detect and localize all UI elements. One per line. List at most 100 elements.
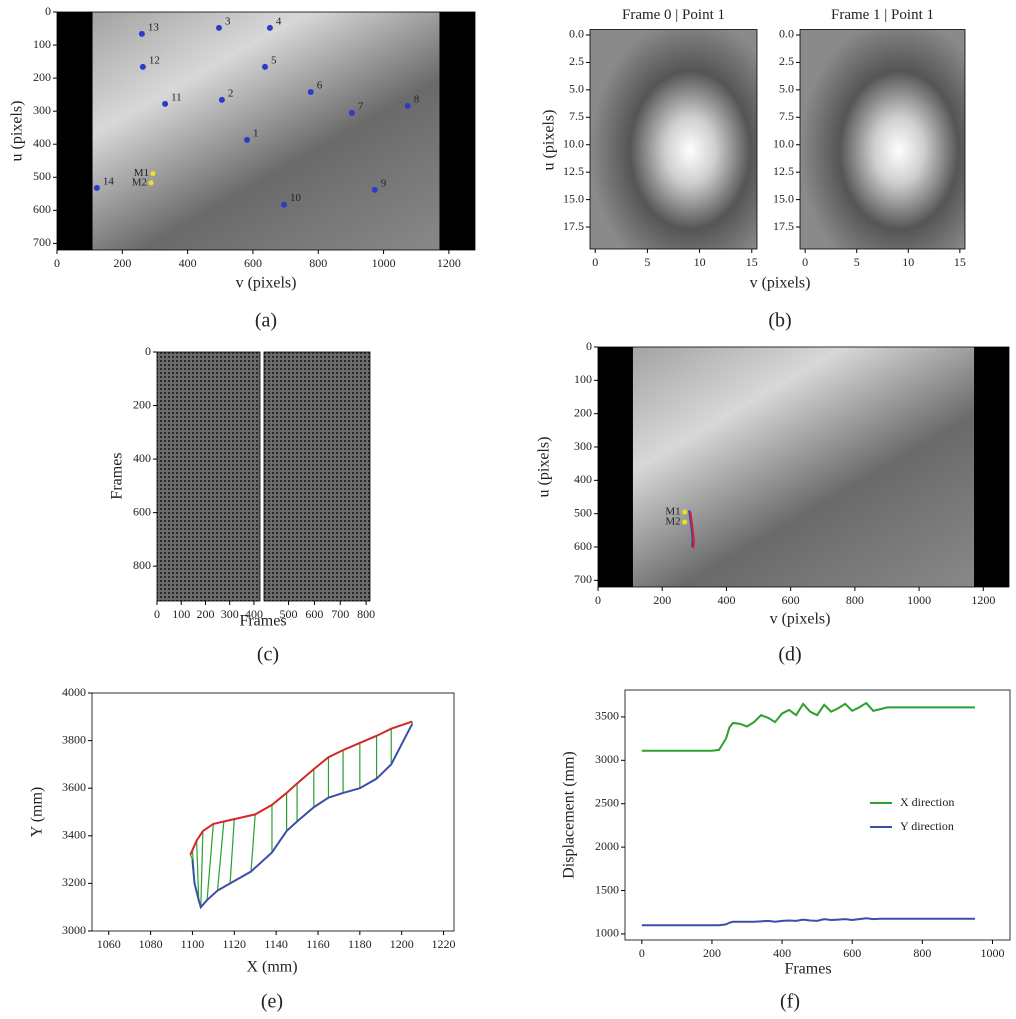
point [218, 96, 225, 103]
x-tick-label: 0 [639, 946, 645, 960]
y-tick-label: 15.0 [563, 191, 584, 205]
image [264, 352, 370, 601]
y-tick-label: 7.5 [779, 109, 794, 123]
x-tick-label: 500 [280, 607, 298, 621]
series-line [689, 511, 696, 549]
x-tick-label: 1120 [223, 937, 247, 951]
x-axis-label: Frames [784, 961, 831, 978]
legend-label: Y direction [900, 819, 954, 833]
y-tick-label: 500 [33, 169, 51, 183]
x-tick-label: 1200 [390, 937, 414, 951]
x-tick-label: 200 [653, 593, 671, 607]
point [348, 109, 355, 116]
x-tick-label: 400 [179, 256, 197, 270]
y-tick-label: 7.5 [569, 109, 584, 123]
x-tick-label: 1000 [980, 946, 1004, 960]
series-line [189, 720, 413, 856]
axes-frame [597, 346, 1010, 588]
y-axis-label: u (pixels) [541, 110, 558, 171]
x-tick-label: 1000 [907, 593, 931, 607]
axes-frame [156, 351, 261, 602]
image [57, 12, 475, 250]
y-tick-label: 300 [574, 439, 592, 453]
y-axis-label: u (pixels) [536, 437, 553, 498]
x-tick-label: 10 [902, 255, 914, 269]
y-tick-label: 3600 [62, 780, 86, 794]
panel-title: Frame 0 | Point 1 [622, 7, 725, 23]
x-tick-label: 400 [245, 607, 263, 621]
y-tick-label: 0 [45, 4, 51, 18]
x-tick-label: 5 [854, 255, 860, 269]
x-tick-label: 400 [773, 946, 791, 960]
connector [196, 840, 200, 901]
point [215, 24, 222, 31]
x-tick-label: 1200 [971, 593, 995, 607]
y-tick-label: 1500 [595, 882, 619, 896]
y-tick-label: 200 [133, 397, 151, 411]
y-tick-label: 17.5 [563, 219, 584, 233]
y-tick-label: 600 [574, 539, 592, 553]
point-label: 8 [414, 93, 420, 105]
x-tick-label: 600 [244, 256, 262, 270]
y-tick-label: 500 [574, 505, 592, 519]
y-tick-label: 3800 [62, 732, 86, 746]
x-axis-label: X (mm) [246, 959, 297, 976]
image-border [598, 347, 633, 587]
y-tick-label: 5.0 [779, 82, 794, 96]
marker [682, 519, 688, 525]
axes-frame [624, 689, 1011, 941]
point-label: 9 [381, 177, 387, 189]
x-tick-label: 1180 [348, 937, 372, 951]
point-label: 5 [271, 54, 277, 66]
y-tick-label: 3500 [595, 709, 619, 723]
connector [216, 821, 225, 891]
y-axis-label: u (pixels) [9, 101, 26, 162]
y-tick-label: 15.0 [773, 191, 794, 205]
point-label: 12 [149, 54, 160, 66]
y-tick-label: 700 [33, 235, 51, 249]
connector [250, 814, 256, 872]
y-tick-label: 3000 [595, 752, 619, 766]
x-tick-label: 600 [843, 946, 861, 960]
y-tick-label: 0.0 [569, 27, 584, 41]
caption: (c) [257, 644, 279, 666]
marker-label: M1 [665, 506, 680, 518]
axes-frame [589, 29, 758, 250]
y-tick-label: 0 [586, 339, 592, 353]
x-tick-label: 800 [846, 593, 864, 607]
series-line [191, 723, 414, 910]
x-tick-label: 1100 [181, 937, 205, 951]
x-tick-label: 200 [703, 946, 721, 960]
y-tick-label: 4000 [62, 685, 86, 699]
point-label: 10 [290, 192, 302, 204]
point [371, 186, 378, 193]
x-tick-label: 1200 [437, 256, 461, 270]
point [307, 88, 314, 95]
image [800, 29, 965, 249]
x-tick-label: 800 [913, 946, 931, 960]
marker [150, 171, 156, 177]
y-tick-label: 400 [33, 136, 51, 150]
point-label: 11 [171, 91, 182, 103]
point-label: 4 [276, 15, 282, 27]
y-tick-label: 0 [145, 344, 151, 358]
point-label: 7 [358, 100, 364, 112]
point-label: 14 [103, 175, 115, 187]
x-tick-label: 600 [782, 593, 800, 607]
x-tick-label: 200 [196, 607, 214, 621]
x-tick-label: 10 [694, 255, 706, 269]
x-axis-label: v (pixels) [770, 611, 831, 628]
x-tick-label: 1220 [432, 937, 456, 951]
x-tick-label: 0 [154, 607, 160, 621]
y-tick-label: 2.5 [569, 54, 584, 68]
y-tick-label: 100 [33, 37, 51, 51]
y-tick-label: 3200 [62, 875, 86, 889]
marker [682, 509, 688, 515]
image [598, 347, 1009, 587]
x-tick-label: 200 [113, 256, 131, 270]
x-tick-label: 1080 [139, 937, 163, 951]
y-tick-label: 800 [133, 558, 151, 572]
caption: (d) [778, 644, 801, 666]
point [262, 63, 269, 70]
